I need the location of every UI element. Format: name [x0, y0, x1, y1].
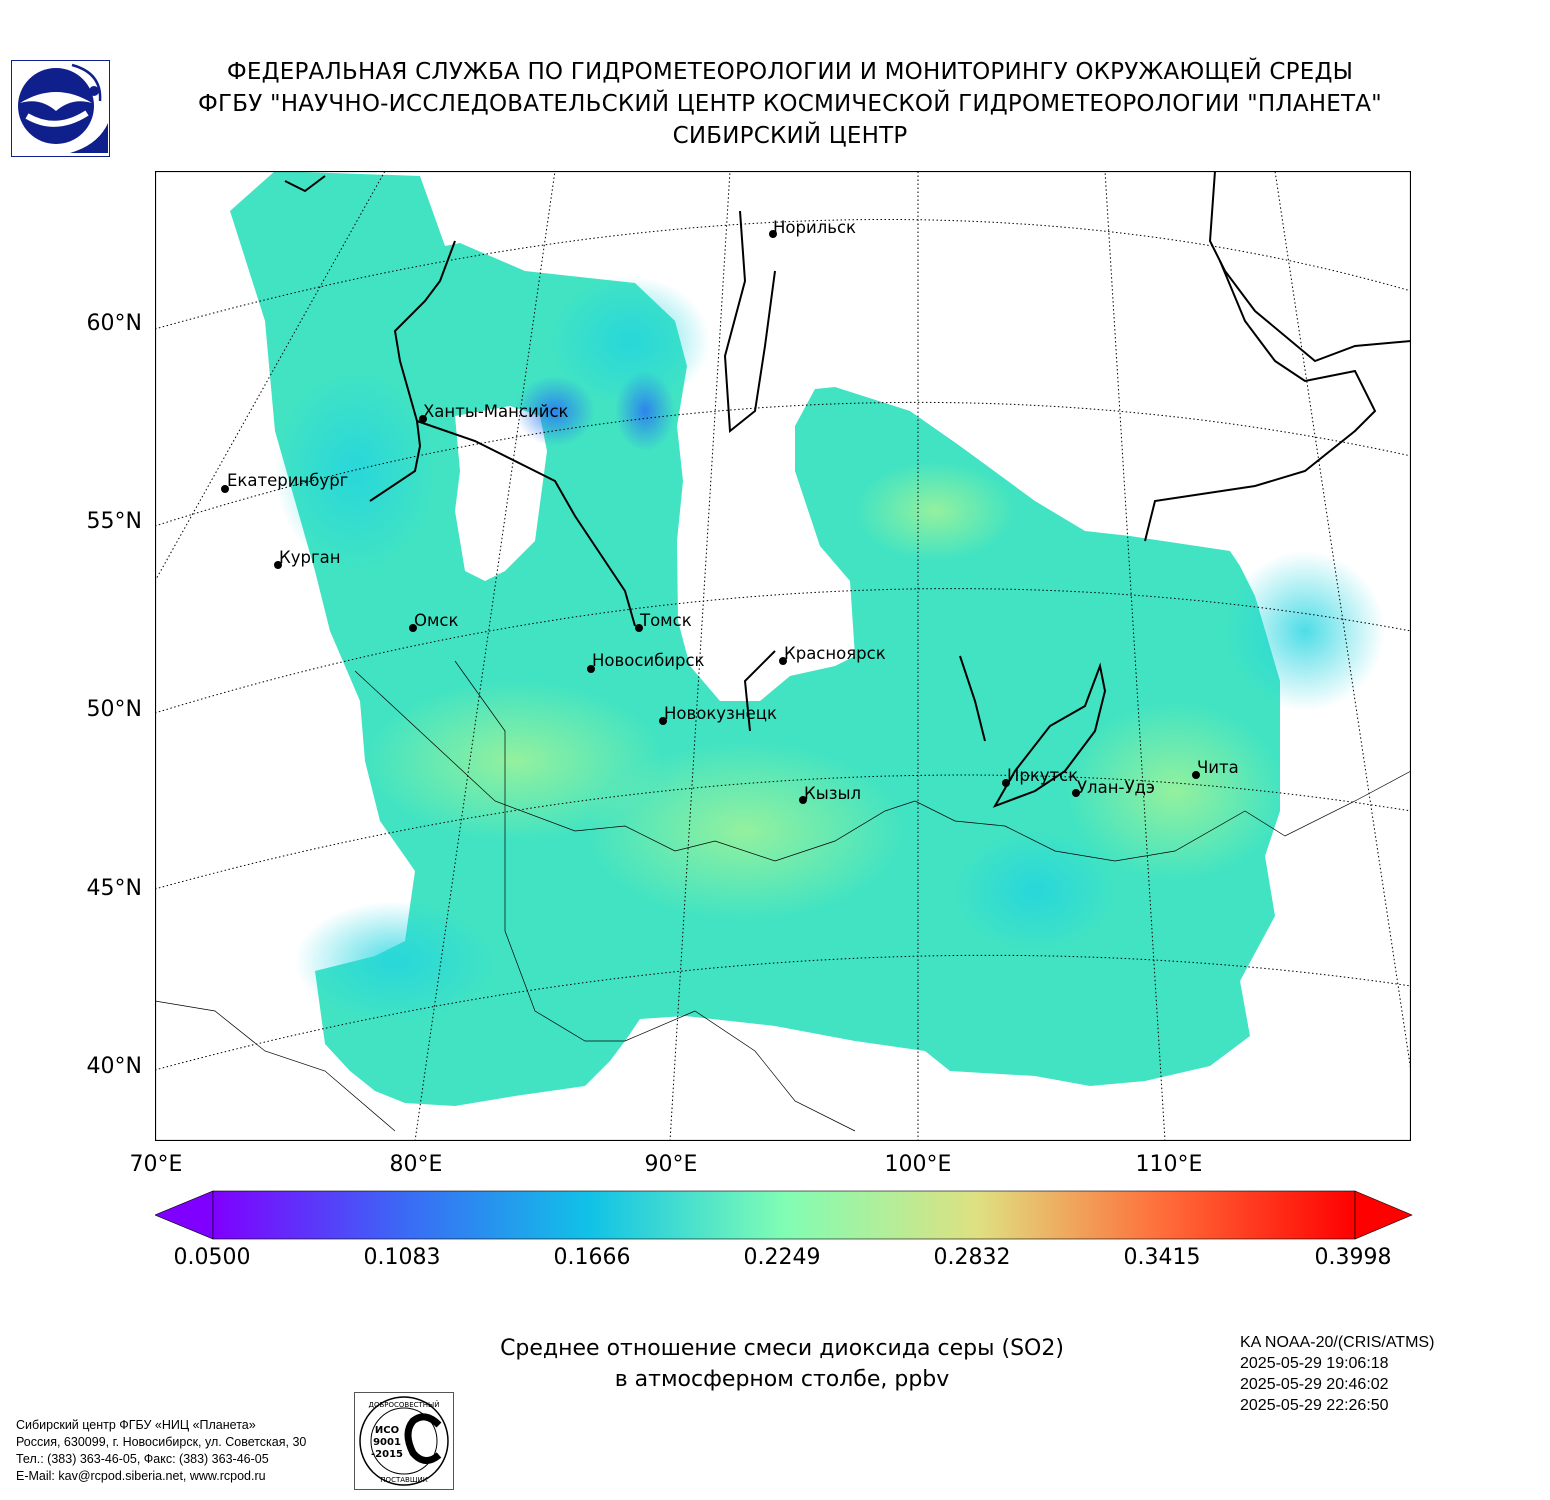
svg-text:Кызыл: Кызыл: [804, 784, 861, 803]
lat-label-50: 50°N: [86, 697, 142, 722]
svg-text:Улан-Удэ: Улан-Удэ: [1077, 778, 1155, 797]
caption-line-1: Среднее отношение смеси диоксида серы (S…: [500, 1336, 1064, 1361]
svg-text:Томск: Томск: [639, 611, 692, 630]
footer-line-1: Сибирский центр ФГБУ «НИЦ «Планета»: [16, 1418, 256, 1432]
map-caption: Среднее отношение смеси диоксида серы (S…: [400, 1333, 1164, 1395]
lon-label-110: 110°E: [1135, 1152, 1203, 1177]
colorbar-tick-4: 0.2832: [933, 1245, 1011, 1270]
header-line-3: СИБИРСКИЙ ЦЕНТР: [672, 123, 908, 149]
satellite-time-1: 2025-05-29 19:06:18: [1240, 1355, 1389, 1372]
svg-text:Новосибирск: Новосибирск: [592, 651, 705, 670]
lat-label-55: 55°N: [86, 509, 142, 534]
footer-contacts: Сибирский центр ФГБУ «НИЦ «Планета» Росс…: [16, 1417, 306, 1485]
city-chita: Чита: [1192, 758, 1239, 779]
cities: Норильск Ханты-Мансийск Екатеринбург Кур…: [221, 218, 1239, 804]
lon-label-80: 80°E: [389, 1152, 443, 1177]
city-kyzyl: Кызыл: [799, 784, 861, 804]
so2-map: Норильск Ханты-Мансийск Екатеринбург Кур…: [155, 171, 1411, 1141]
satellite-name: KA NOAA-20/(CRIS/ATMS): [1240, 1334, 1435, 1351]
svg-text:Екатеринбург: Екатеринбург: [227, 471, 348, 490]
city-novosibirsk: Новосибирск: [587, 651, 705, 673]
svg-text:ДОБРОСОВЕСТНЫЙ: ДОБРОСОВЕСТНЫЙ: [369, 1400, 440, 1409]
header: ФЕДЕРАЛЬНАЯ СЛУЖБА ПО ГИДРОМЕТЕОРОЛОГИИ …: [0, 56, 1550, 152]
footer-line-2: Россия, 630099, г. Новосибирск, ул. Сове…: [16, 1435, 307, 1449]
svg-text:Иркутск: Иркутск: [1007, 766, 1078, 785]
city-tomsk: Томск: [635, 611, 692, 632]
borders: [155, 660, 1411, 1132]
planeta-logo: [11, 60, 110, 157]
colorbar-tick-6: 0.3998: [1314, 1245, 1392, 1270]
city-omsk: Омск: [409, 611, 459, 632]
satellite-info: KA NOAA-20/(CRIS/ATMS) 2025-05-29 19:06:…: [1240, 1332, 1434, 1416]
city-irkutsk: Иркутск: [1002, 766, 1078, 787]
svg-text:ИСО: ИСО: [375, 1425, 399, 1436]
satellite-time-2: 2025-05-29 20:46:02: [1240, 1376, 1389, 1393]
iso-stamp: ДОБРОСОВЕСТНЫЙ ПОСТАВЩИК ИСО 9001 -2015: [354, 1392, 454, 1490]
header-line-2: ФГБУ "НАУЧНО-ИССЛЕДОВАТЕЛЬСКИЙ ЦЕНТР КОС…: [198, 91, 1382, 117]
svg-text:ПОСТАВЩИК: ПОСТАВЩИК: [380, 1476, 427, 1484]
lon-label-70: 70°E: [129, 1152, 183, 1177]
city-khanty-mansiysk: Ханты-Мансийск: [419, 402, 569, 423]
city-kurgan: Курган: [274, 548, 341, 569]
footer-line-4: E-Mail: kav@rcpod.siberia.net, www.rcpod…: [16, 1469, 266, 1483]
colorbar-tick-0: 0.0500: [173, 1245, 251, 1270]
lon-label-100: 100°E: [884, 1152, 952, 1177]
lat-label-45: 45°N: [86, 876, 142, 901]
colorbar-tick-5: 0.3415: [1123, 1245, 1201, 1270]
city-norilsk: Норильск: [769, 218, 856, 238]
svg-text:Новокузнецк: Новокузнецк: [664, 704, 777, 723]
svg-text:Красноярск: Красноярск: [784, 644, 886, 663]
header-line-1: ФЕДЕРАЛЬНАЯ СЛУЖБА ПО ГИДРОМЕТЕОРОЛОГИИ …: [226, 59, 1354, 85]
colorbar-tick-3: 0.2249: [743, 1245, 821, 1270]
svg-text:-2015: -2015: [371, 1449, 403, 1460]
svg-text:9001: 9001: [373, 1437, 401, 1448]
svg-text:Омск: Омск: [414, 611, 459, 630]
graticule: [155, 171, 1411, 1141]
svg-text:Ханты-Мансийск: Ханты-Мансийск: [423, 402, 569, 421]
svg-text:Курган: Курган: [279, 548, 341, 567]
colorbar: [155, 1190, 1413, 1240]
svg-text:Норильск: Норильск: [773, 218, 856, 237]
caption-line-2: в атмосферном столбе, ppbv: [614, 1367, 950, 1392]
colorbar-tick-2: 0.1666: [553, 1245, 631, 1270]
lat-label-40: 40°N: [86, 1054, 142, 1079]
city-novokuznetsk: Новокузнецк: [659, 704, 777, 725]
map-frame: [155, 171, 1411, 1141]
lon-label-90: 90°E: [644, 1152, 698, 1177]
colorbar-tick-1: 0.1083: [363, 1245, 441, 1270]
city-ekaterinburg: Екатеринбург: [221, 471, 348, 493]
so2-field: [230, 171, 1385, 1106]
svg-text:Чита: Чита: [1197, 758, 1239, 777]
satellite-time-3: 2025-05-29 22:26:50: [1240, 1397, 1389, 1414]
city-krasnoyarsk: Красноярск: [779, 644, 886, 665]
footer-line-3: Тел.: (383) 363-46-05, Факс: (383) 363-4…: [16, 1452, 269, 1466]
lat-label-60: 60°N: [86, 311, 142, 336]
city-ulan-ude: Улан-Удэ: [1072, 778, 1155, 797]
rivers-coastlines: [284, 171, 1411, 808]
